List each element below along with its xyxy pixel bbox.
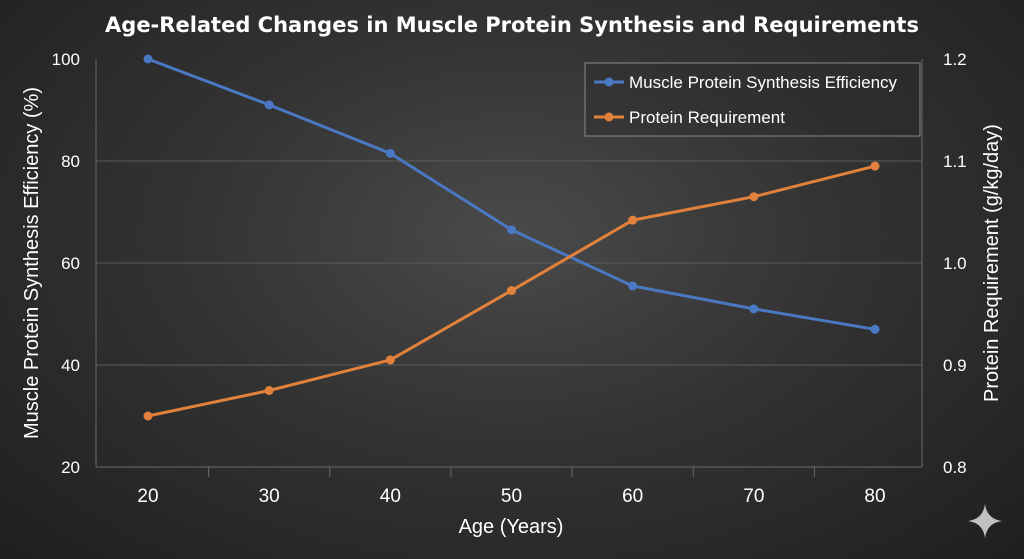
data-point-requirement (507, 286, 516, 296)
data-point-synthesis (870, 324, 880, 334)
data-point-requirement (749, 192, 759, 202)
legend-item-requirement: Protein Requirement (594, 108, 785, 127)
y-right-axis-ticks: 0.8 0.9 1.0 1.1 1.2 (943, 50, 967, 477)
series-layer (143, 54, 880, 421)
data-point-requirement (628, 215, 638, 225)
y-left-tick-label: 100 (52, 50, 80, 69)
x-axis-ticks: 20 30 40 50 60 70 80 (137, 467, 886, 507)
sparkle-icon (968, 504, 1002, 538)
y-right-tick-label: 0.8 (943, 458, 967, 477)
legend-marker-dot (604, 77, 614, 87)
data-point-requirement (870, 161, 880, 171)
data-point-synthesis (628, 281, 638, 291)
data-point-requirement (264, 386, 274, 395)
data-point-synthesis (143, 54, 153, 64)
x-tick-label: 20 (137, 486, 158, 507)
x-tick-label: 80 (864, 486, 885, 507)
legend-marker-dot (604, 112, 614, 122)
legend-label: Protein Requirement (629, 108, 785, 127)
y-right-tick-label: 1.0 (943, 254, 967, 273)
grid (96, 160, 922, 366)
y-right-tick-label: 1.2 (943, 50, 967, 69)
data-point-synthesis (507, 225, 516, 235)
y-right-tick-label: 0.9 (943, 356, 967, 375)
plot-frame (95, 59, 923, 468)
chart-title: Age-Related Changes in Muscle Protein Sy… (105, 13, 919, 37)
y-left-axis-ticks: 20 40 60 80 100 (52, 50, 80, 477)
data-point-synthesis (385, 148, 395, 158)
data-point-requirement (385, 355, 395, 365)
legend-box (584, 62, 921, 137)
x-tick-label: 30 (259, 486, 280, 507)
y-right-axis-label: Protein Requirement (g/kg/day) (981, 124, 1003, 402)
data-point-requirement (143, 411, 153, 421)
legend-item-synthesis: Muscle Protein Synthesis Efficiency (594, 73, 898, 92)
y-left-axis-label: Muscle Protein Synthesis Efficiency (%) (21, 87, 43, 439)
legend: Muscle Protein Synthesis Efficiency Prot… (584, 62, 921, 137)
data-point-synthesis (749, 304, 759, 314)
y-left-tick-label: 40 (61, 356, 80, 375)
x-tick-label: 50 (501, 486, 522, 507)
x-axis-label: Age (Years) (459, 516, 564, 538)
y-right-tick-label: 1.1 (943, 152, 967, 171)
x-tick-label: 40 (380, 486, 401, 507)
data-point-synthesis (264, 100, 274, 110)
y-left-tick-label: 60 (61, 254, 80, 273)
legend-label: Muscle Protein Synthesis Efficiency (629, 73, 898, 92)
y-left-tick-label: 20 (61, 458, 80, 477)
y-left-tick-label: 80 (61, 152, 80, 171)
x-tick-label: 70 (743, 486, 764, 507)
x-tick-label: 60 (622, 486, 643, 507)
